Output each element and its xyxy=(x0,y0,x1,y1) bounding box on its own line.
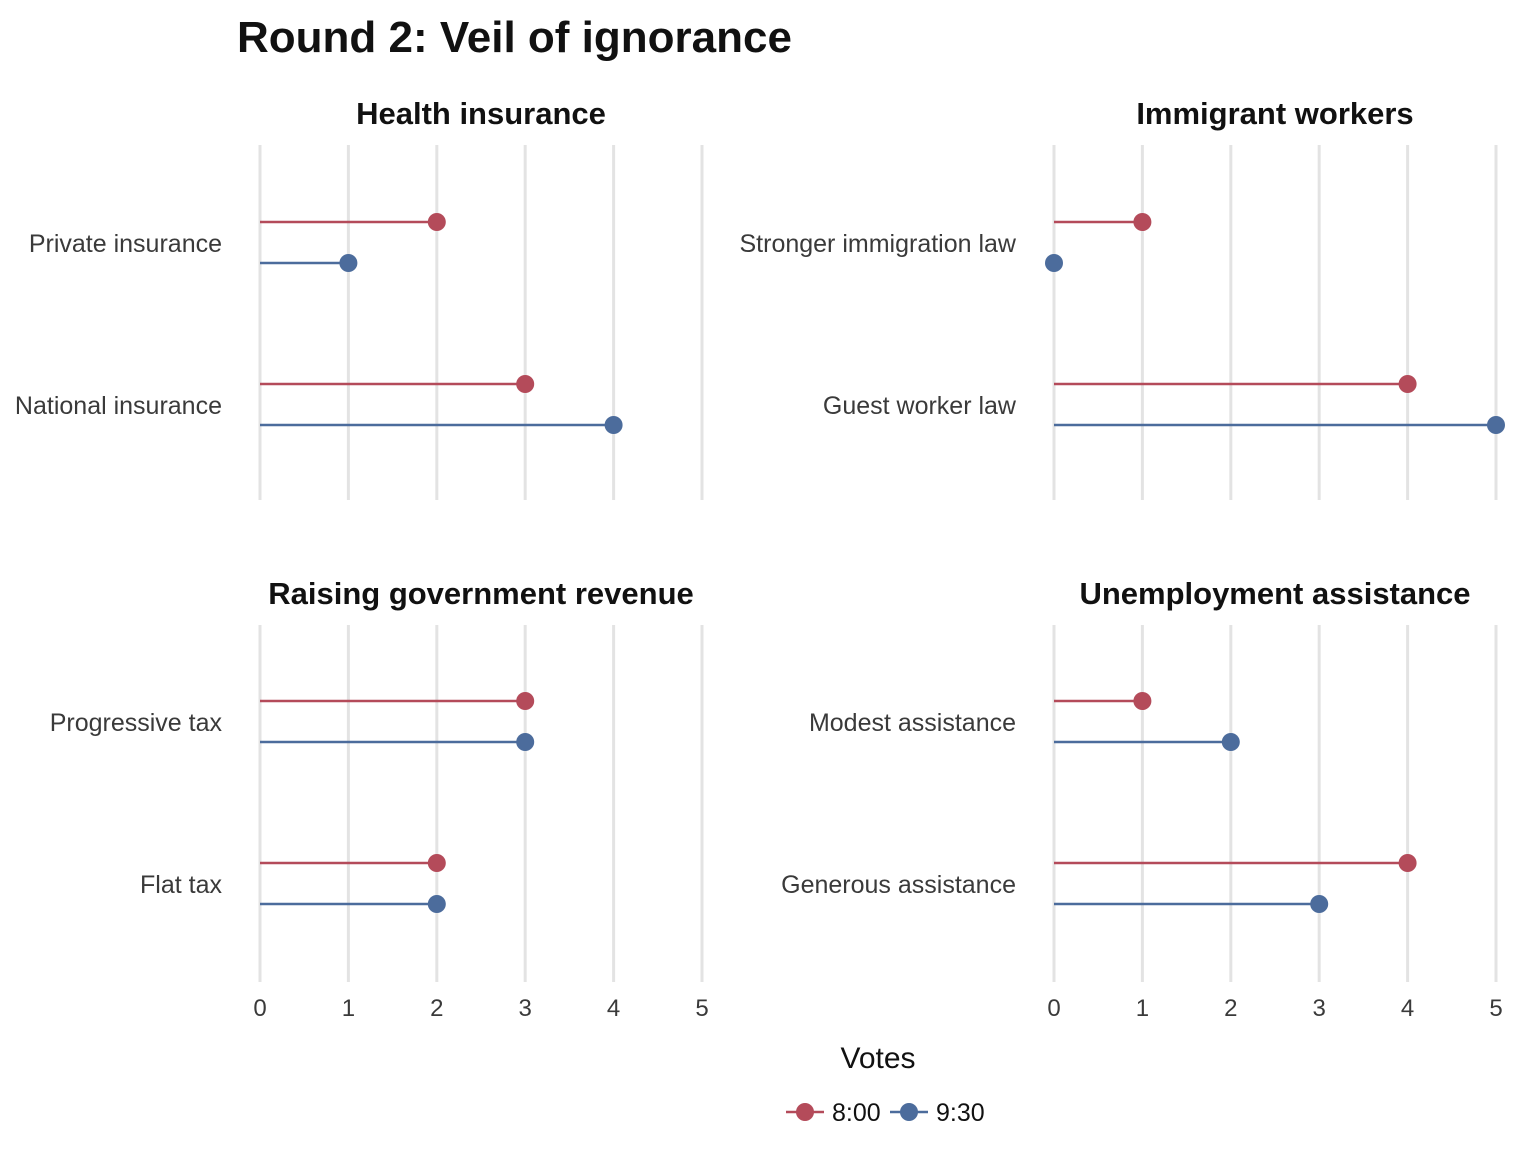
data-point xyxy=(1310,895,1329,913)
tick-label: 1 xyxy=(342,995,355,1022)
data-point xyxy=(1133,692,1152,710)
legend-label: 9:30 xyxy=(936,1099,985,1127)
tick-label: 5 xyxy=(1489,995,1502,1022)
data-point xyxy=(427,854,446,872)
data-point xyxy=(1221,733,1240,751)
category-label: Private insurance xyxy=(29,230,222,258)
category-label: Guest worker law xyxy=(823,392,1017,420)
legend-item: 8:00 xyxy=(786,1099,881,1127)
legend: 8:00 9:30 xyxy=(786,1099,985,1127)
data-point xyxy=(1398,375,1417,393)
data-point xyxy=(1133,213,1152,231)
x-axis-title: Votes xyxy=(840,1042,915,1075)
category-label: Progressive tax xyxy=(50,709,223,737)
data-point xyxy=(516,692,535,710)
category-label: Flat tax xyxy=(140,871,222,899)
panel-title: Immigrant workers xyxy=(1136,96,1413,131)
category-label: Modest assistance xyxy=(809,709,1016,737)
panel-title: Unemployment assistance xyxy=(1079,576,1470,611)
data-point xyxy=(339,254,358,272)
category-label: Stronger immigration law xyxy=(740,230,1017,258)
facet-panels: Health insurance Private insurance Nationa… xyxy=(15,96,1505,1022)
tick-label: 0 xyxy=(253,995,266,1022)
tick-label: 2 xyxy=(1224,995,1237,1022)
tick-label: 1 xyxy=(1136,995,1149,1022)
category-label: National insurance xyxy=(15,392,222,420)
legend-key-dot xyxy=(796,1103,814,1121)
tick-label: 2 xyxy=(430,995,443,1022)
data-point xyxy=(427,213,446,231)
data-point xyxy=(1398,854,1417,872)
tick-label: 4 xyxy=(607,995,620,1022)
panel-3: Unemployment assistance Modest assistance… xyxy=(781,576,1503,1022)
data-point xyxy=(516,733,535,751)
panel-title: Raising government revenue xyxy=(268,576,694,611)
data-point xyxy=(516,375,535,393)
legend-label: 8:00 xyxy=(832,1099,881,1127)
data-point xyxy=(427,895,446,913)
data-point xyxy=(1487,416,1505,434)
data-point xyxy=(604,416,623,434)
legend-key-dot xyxy=(900,1103,918,1121)
chart-title: Round 2: Veil of ignorance xyxy=(237,13,792,62)
data-point xyxy=(1045,254,1063,272)
panel-1: Immigrant workers Stronger immigration la… xyxy=(740,96,1505,500)
panel-title: Health insurance xyxy=(356,96,606,131)
legend-item: 9:30 xyxy=(890,1099,985,1127)
tick-label: 5 xyxy=(695,995,708,1022)
panel-0: Health insurance Private insurance Nationa… xyxy=(15,96,704,500)
tick-label: 4 xyxy=(1401,995,1414,1022)
panel-2: Raising government revenue Progressive ta… xyxy=(50,576,709,1022)
category-label: Generous assistance xyxy=(781,871,1016,899)
tick-label: 3 xyxy=(1313,995,1326,1022)
tick-label: 3 xyxy=(519,995,532,1022)
tick-label: 0 xyxy=(1047,995,1060,1022)
